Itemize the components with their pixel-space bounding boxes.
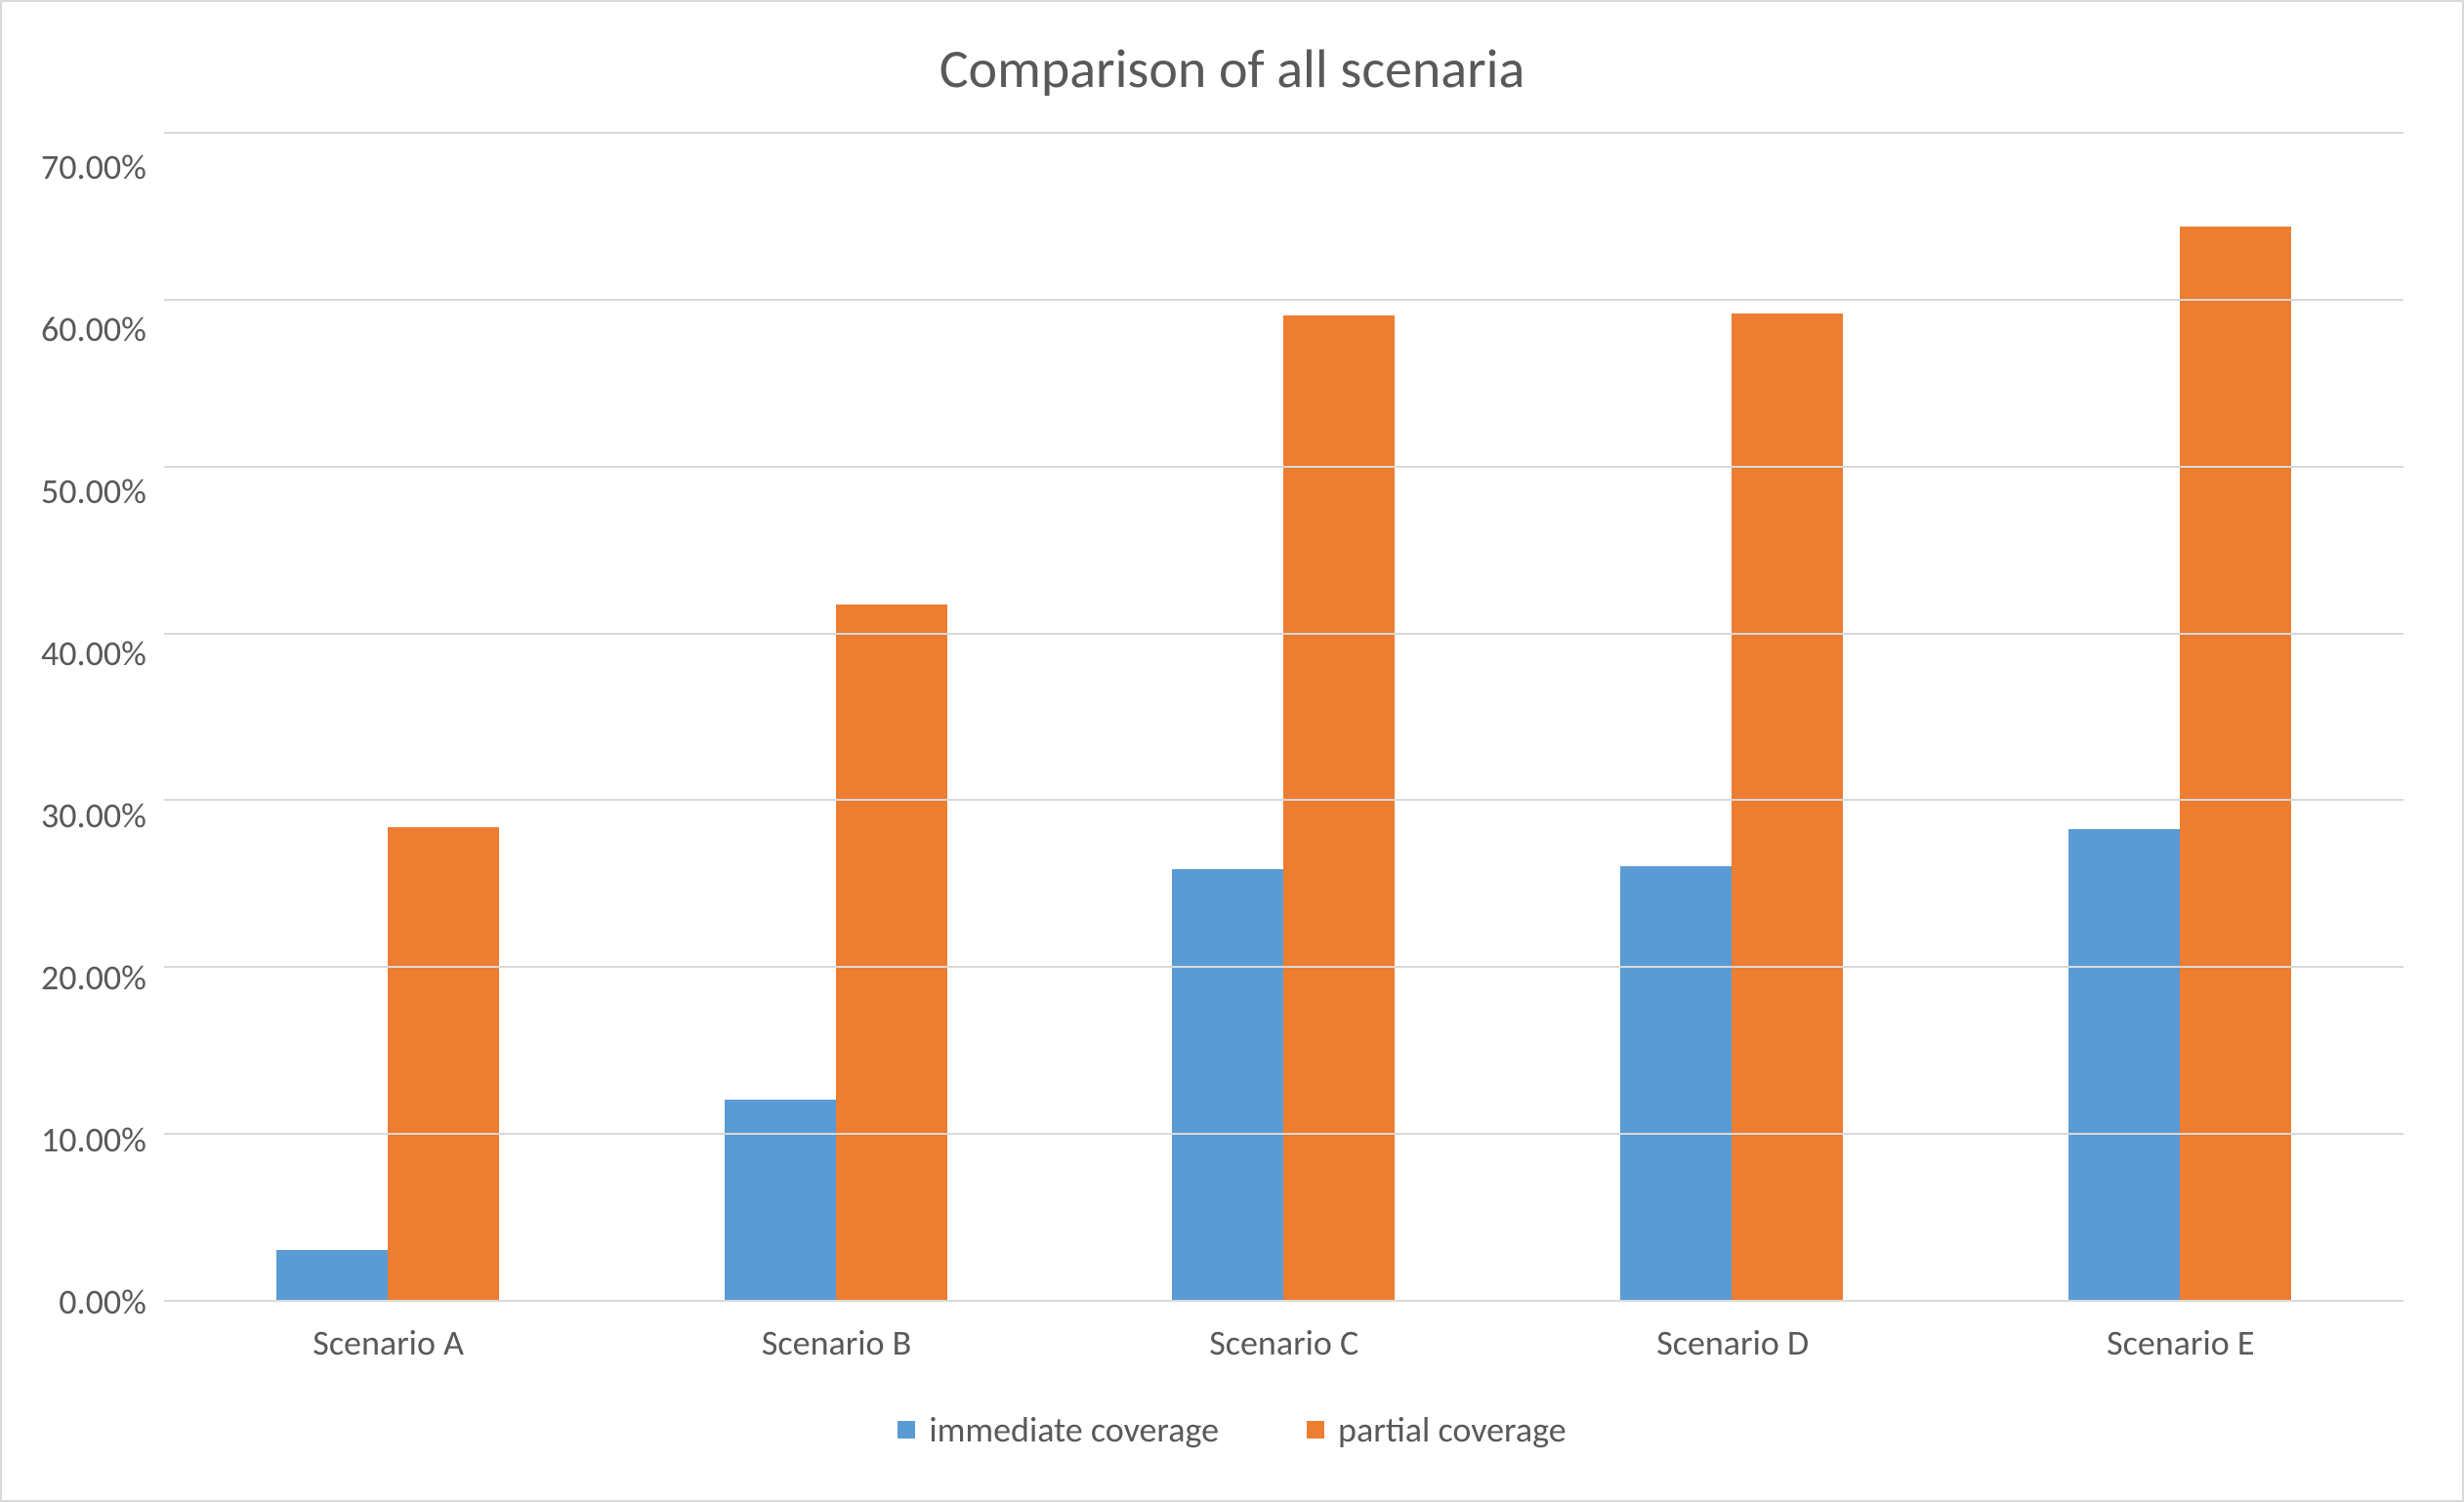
bar: [1172, 869, 1283, 1300]
x-tick-label: Scenario E: [2107, 1321, 2254, 1364]
legend-swatch: [1307, 1421, 1324, 1439]
bar: [1620, 866, 1732, 1300]
bar: [836, 605, 947, 1300]
legend-item: partial coverage: [1307, 1408, 1566, 1451]
gridline: [164, 966, 2403, 968]
y-tick-label: 20.00%: [41, 960, 146, 995]
y-axis: 70.00% 60.00% 50.00% 40.00% 30.00% 20.00% 10.0…: [41, 132, 164, 1302]
x-tick-label: Scenario A: [313, 1321, 464, 1364]
chart-container: Comparison of all scenaria 70.00% 60.00% 5…: [0, 0, 2464, 1502]
legend-swatch: [898, 1421, 915, 1439]
gridline: [164, 466, 2403, 468]
bar: [1732, 313, 1843, 1300]
legend-item: immediate coverage: [898, 1408, 1219, 1451]
y-tick-label: 30.00%: [41, 798, 146, 833]
y-tick-label: 0.00%: [59, 1284, 146, 1319]
bar-group: [2068, 132, 2291, 1300]
legend: immediate coverage partial coverage: [31, 1364, 2433, 1471]
bar-group: [725, 132, 947, 1300]
x-tick-label: Scenario B: [762, 1321, 911, 1364]
y-tick-label: 10.00%: [41, 1122, 146, 1157]
gridline: [164, 1133, 2403, 1135]
y-tick-label: 50.00%: [41, 474, 146, 509]
gridline: [164, 132, 2403, 134]
gridline: [164, 633, 2403, 635]
plot-row: 70.00% 60.00% 50.00% 40.00% 30.00% 20.00% 10.0…: [31, 132, 2433, 1302]
bar: [2180, 227, 2291, 1300]
gridline: [164, 799, 2403, 801]
legend-label: partial coverage: [1338, 1408, 1566, 1451]
y-tick-label: 70.00%: [41, 149, 146, 185]
legend-label: immediate coverage: [929, 1408, 1219, 1451]
x-axis: Scenario A Scenario B Scenario C Scenario D…: [164, 1302, 2403, 1364]
gridline: [164, 299, 2403, 301]
plot-area: [164, 132, 2403, 1302]
bar: [1283, 315, 1395, 1300]
x-tick-label: Scenario D: [1656, 1321, 1809, 1364]
x-tick-label: Scenario C: [1209, 1321, 1358, 1364]
bar: [2068, 829, 2180, 1300]
bar: [276, 1250, 388, 1300]
y-tick-label: 60.00%: [41, 312, 146, 347]
bar-group: [1620, 132, 1843, 1300]
bar: [725, 1100, 836, 1300]
bar-group: [276, 132, 499, 1300]
chart-title: Comparison of all scenaria: [31, 36, 2433, 103]
x-axis-row: 00.00% Scenario AScenario BScenario CSce…: [31, 1302, 2433, 1364]
bars-layer: [164, 132, 2403, 1300]
bar-group: [1172, 132, 1395, 1300]
y-tick-label: 40.00%: [41, 636, 146, 671]
bar: [388, 827, 499, 1300]
